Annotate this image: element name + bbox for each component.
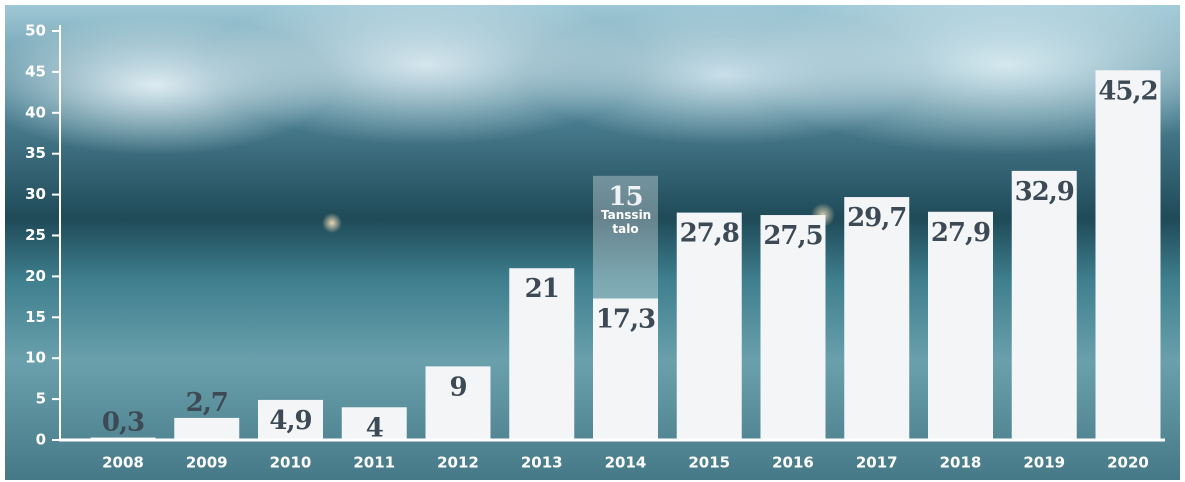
x-tick-label: 2008 xyxy=(102,454,144,472)
x-tick-label: 2009 xyxy=(186,454,228,472)
bar xyxy=(928,211,993,440)
bar xyxy=(174,417,240,440)
value-label: 17,3 xyxy=(596,304,655,334)
value-label: 27,5 xyxy=(763,221,822,251)
y-tick-label: 25 xyxy=(25,226,46,244)
value-label: 27,8 xyxy=(680,219,739,249)
value-label: 2,7 xyxy=(186,388,228,418)
value-label: 4 xyxy=(366,413,384,443)
x-tick-label: 2016 xyxy=(772,454,814,472)
value-label: 0,3 xyxy=(102,408,144,438)
value-label: 27,9 xyxy=(931,218,990,248)
x-tick-label: 2010 xyxy=(270,454,312,472)
series-label-wrap: Tanssin talo xyxy=(601,207,652,236)
bar xyxy=(593,175,658,299)
x-tick-label: 2020 xyxy=(1107,454,1149,472)
x-tick-label: 2015 xyxy=(688,454,730,472)
bar xyxy=(593,298,658,440)
value-label: 29,7 xyxy=(847,203,906,233)
y-tick-label: 35 xyxy=(25,144,46,162)
value-label: 45,2 xyxy=(1098,76,1157,106)
value-label: 32,9 xyxy=(1015,177,1074,207)
bar xyxy=(1011,170,1077,441)
series-label: Tanssin talo xyxy=(601,207,652,236)
value-label: 9 xyxy=(449,372,466,402)
x-tick-label: 2019 xyxy=(1023,454,1065,472)
bar xyxy=(1095,70,1161,440)
y-tick-label: 0 xyxy=(36,431,46,449)
x-tick-label: 2011 xyxy=(353,454,395,472)
x-tick-label: 2012 xyxy=(437,454,479,472)
y-tick-label: 15 xyxy=(25,308,46,326)
y-tick-label: 40 xyxy=(25,103,46,121)
y-tick-label: 10 xyxy=(25,349,46,367)
x-tick-label: 2014 xyxy=(605,454,647,472)
y-tick-label: 30 xyxy=(25,185,46,203)
x-tick-label: 2018 xyxy=(940,454,982,472)
bar xyxy=(676,212,742,440)
value-label: 15 xyxy=(608,182,642,212)
bar xyxy=(844,197,910,440)
bar xyxy=(341,407,407,440)
y-tick-label: 20 xyxy=(25,267,46,285)
x-tick-label: 2017 xyxy=(856,454,898,472)
bar xyxy=(509,268,575,440)
y-tick-label: 5 xyxy=(36,390,46,408)
bar xyxy=(258,399,323,440)
x-tick-label: 2013 xyxy=(521,454,563,472)
y-tick-label: 45 xyxy=(25,62,46,80)
y-tick-label: 50 xyxy=(25,22,46,40)
bar xyxy=(760,215,826,440)
value-label: 21 xyxy=(525,274,559,304)
value-label: 4,9 xyxy=(269,406,311,436)
bar xyxy=(425,366,491,440)
